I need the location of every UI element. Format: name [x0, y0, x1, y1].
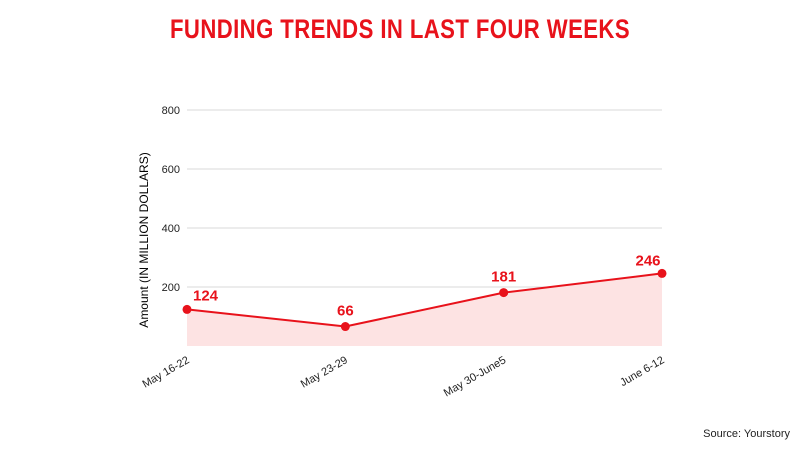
x-axis-ticks: May 16-22 May 23-29 May 30-June5 June 6-12 [140, 354, 666, 399]
data-label: 246 [635, 252, 660, 269]
series-line [186, 272, 663, 328]
grid-lines [187, 109, 662, 288]
x-tick-label: May 30-June5 [442, 354, 508, 399]
data-point [182, 304, 192, 314]
data-labels: 124 66 181 246 [193, 252, 661, 319]
series-line-layer [186, 272, 663, 328]
x-tick-label: May 23-29 [299, 354, 350, 390]
source-note: Source: Yourstory [703, 428, 790, 440]
data-point [657, 268, 667, 278]
chart-title: FUNDING TRENDS IN LAST FOUR WEEKS [169, 14, 631, 44]
data-label: 124 [193, 287, 219, 304]
data-point [499, 288, 509, 298]
y-axis-label: Amount (IN MILLION DOLLARS) [137, 152, 151, 327]
y-tick-label: 200 [162, 282, 180, 294]
y-tick-label: 800 [162, 105, 180, 117]
data-point [340, 322, 350, 332]
y-tick-label: 400 [162, 223, 180, 235]
x-tick-label: June 6-12 [618, 354, 666, 389]
data-label: 66 [337, 303, 354, 320]
y-tick-label: 600 [162, 164, 180, 176]
data-points [182, 268, 667, 332]
x-tick-label: May 16-22 [140, 354, 191, 390]
data-label: 181 [491, 269, 516, 286]
y-axis-ticks: 200 400 600 800 [162, 105, 180, 294]
